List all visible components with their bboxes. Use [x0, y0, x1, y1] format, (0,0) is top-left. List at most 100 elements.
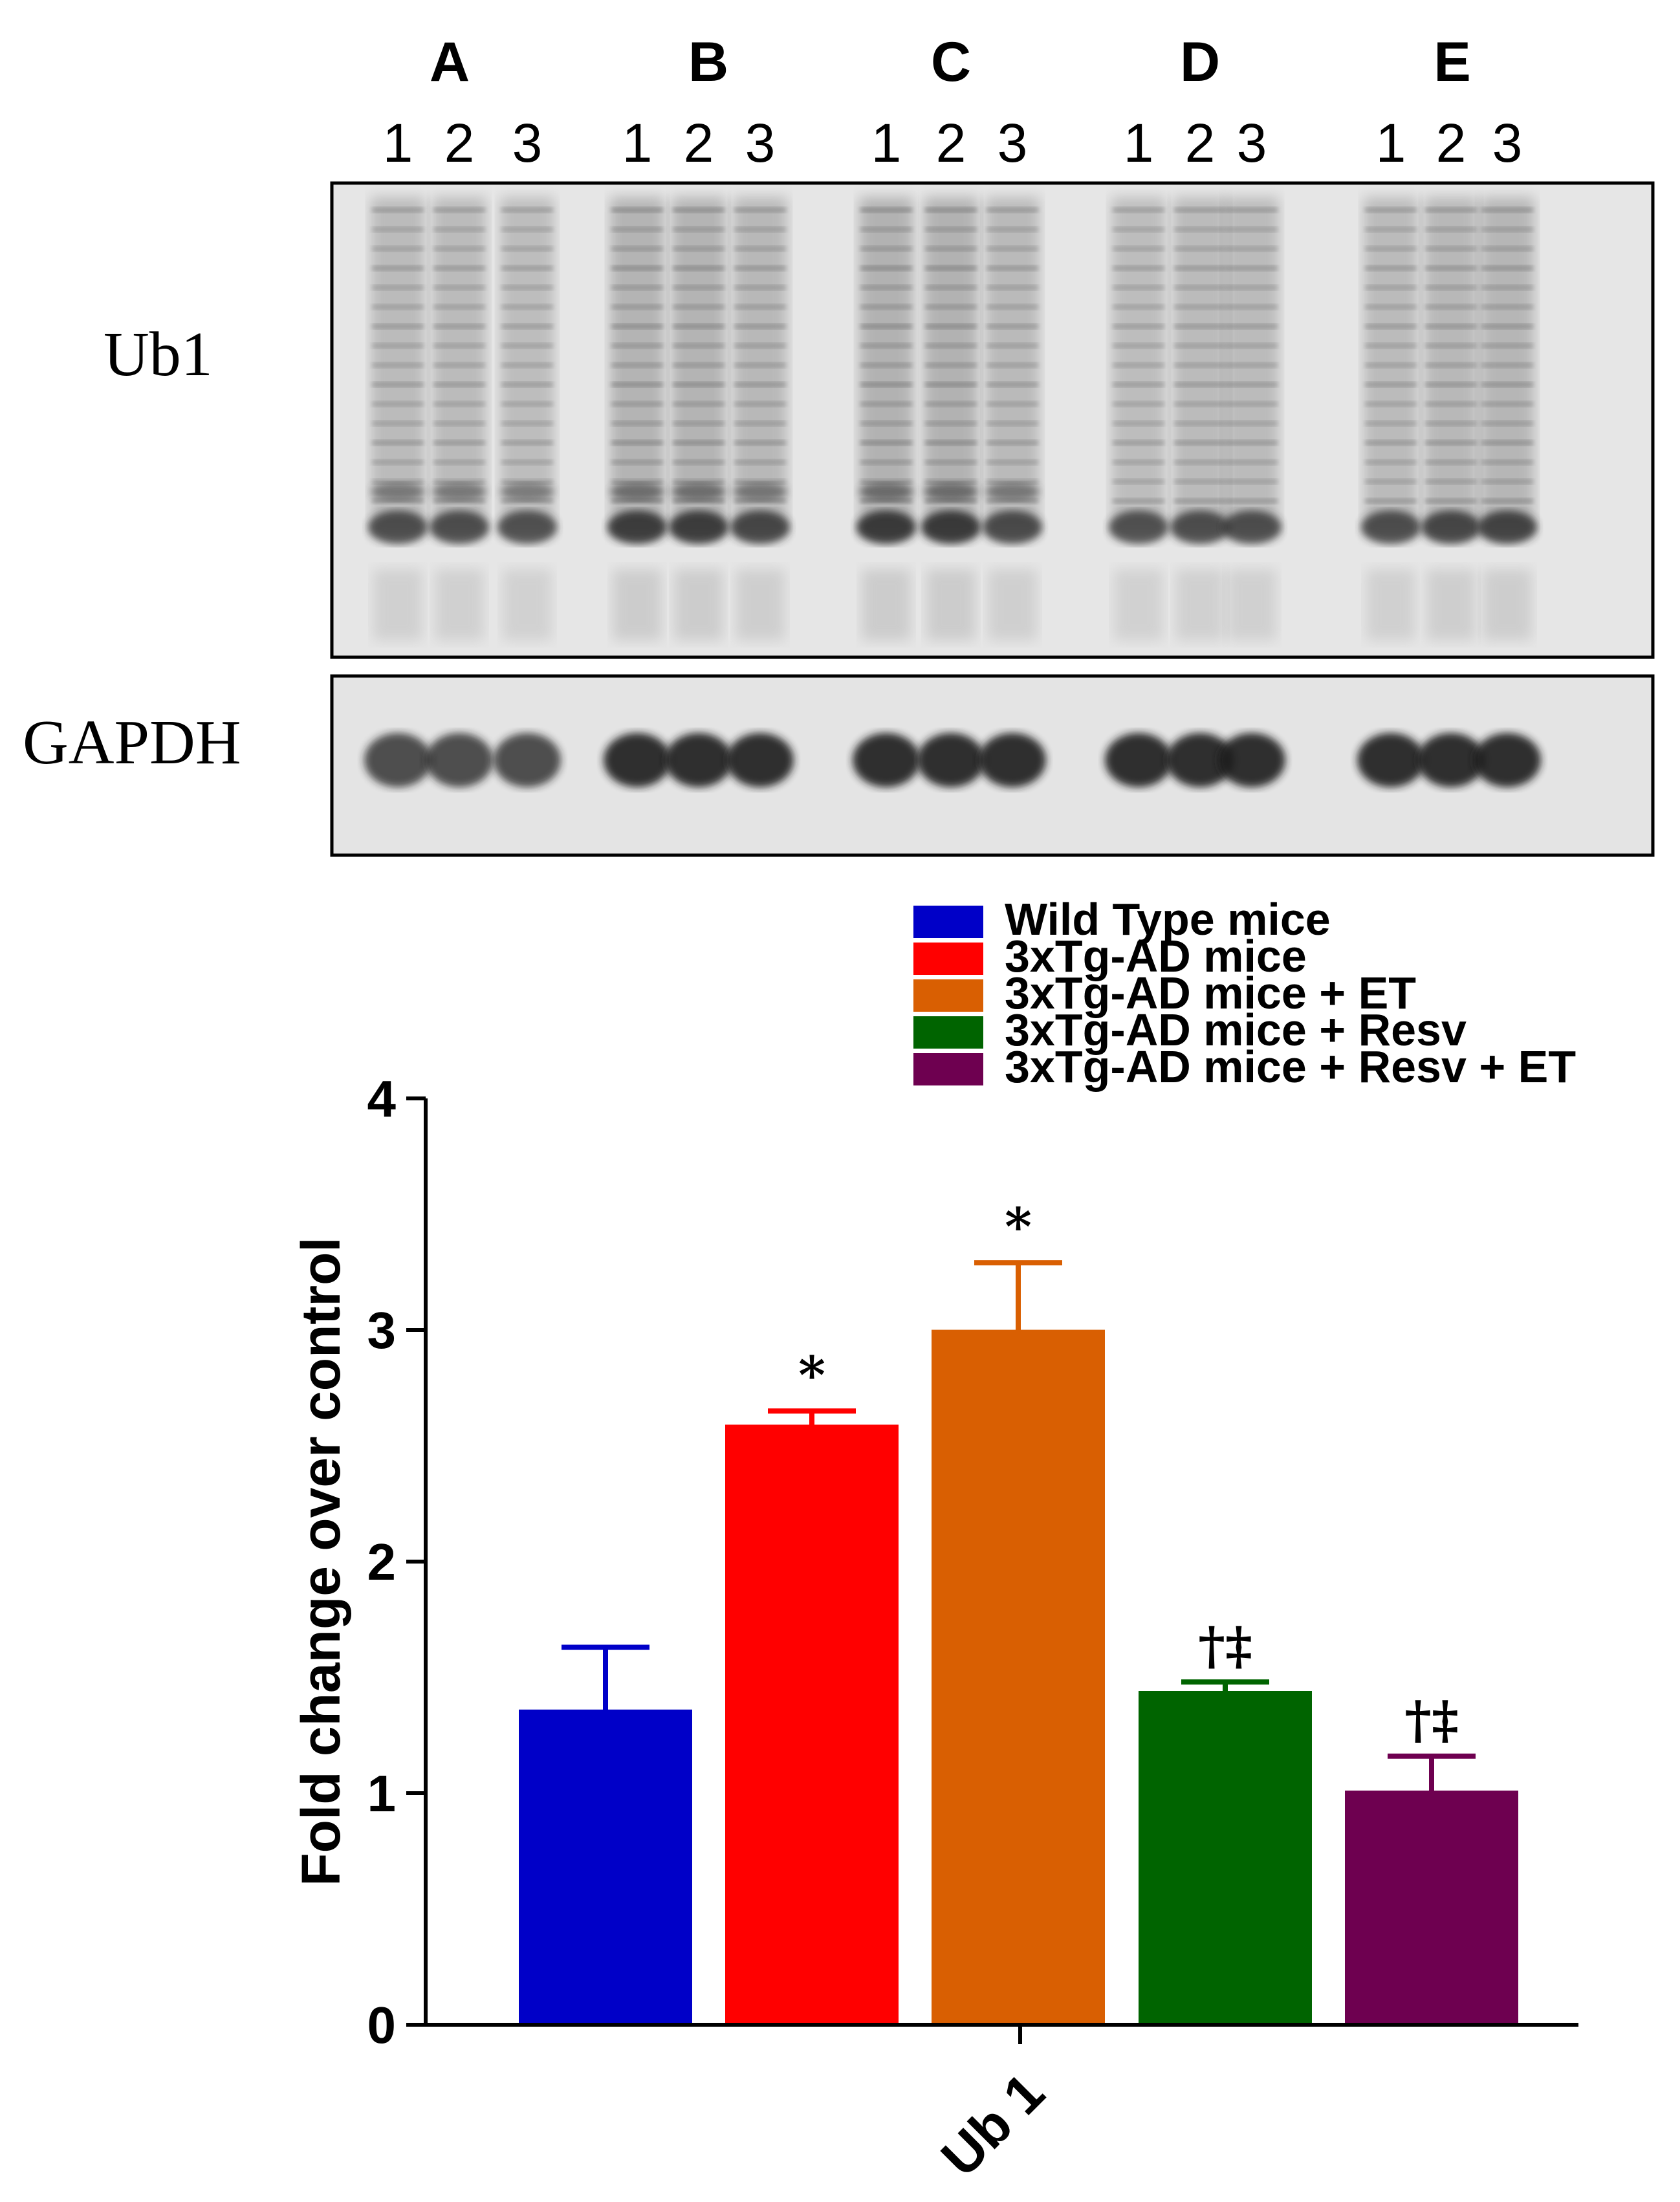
y-tick-label: 3 — [367, 1302, 397, 1359]
lane-number: 2 — [684, 113, 714, 173]
bars — [519, 1332, 1518, 2025]
legend-item: 3xTg-AD mice + Resv + ET — [913, 1041, 1576, 1092]
ub1-lanes — [368, 197, 1537, 640]
blot-headers: A1 2 3B1 2 3C1 2 3D1 2 3E1 2 3 — [383, 31, 1523, 173]
ub1-lane — [1361, 197, 1421, 640]
legend-item: 3xTg-AD mice + ET — [913, 968, 1416, 1018]
legend-swatch — [913, 979, 983, 1012]
group-label: C — [931, 31, 971, 93]
gapdh-lane — [1166, 733, 1234, 787]
gapdh-lane — [604, 733, 671, 787]
lane-number: 1 — [1124, 113, 1154, 173]
group-label: A — [430, 31, 470, 93]
ub1-lane — [1170, 197, 1230, 640]
y-axis-title: Fold change over control — [290, 1237, 351, 1886]
gapdh-lane — [979, 733, 1046, 787]
legend-item: 3xTg-AD mice + Resv — [913, 1005, 1467, 1055]
bar-2 — [725, 1427, 899, 2025]
legend-swatch — [913, 906, 983, 938]
error-bar-4 — [1139, 1679, 1312, 1697]
bar-4 — [1139, 1694, 1312, 2025]
legend-label: 3xTg-AD mice + Resv + ET — [1005, 1041, 1576, 1092]
y-tick-label: 4 — [367, 1070, 397, 1128]
gapdh-lane — [1357, 733, 1424, 787]
lane-number: 3 — [1237, 113, 1267, 173]
gapdh-lane — [665, 733, 732, 787]
legend-label: 3xTg-AD mice + ET — [1005, 968, 1416, 1018]
y-ticks: 0 1 2 3 4 — [367, 1070, 426, 2054]
blot-label-gapdh: GAPDH — [23, 708, 241, 778]
lane-number: 1 — [871, 113, 902, 173]
ub1-lane — [1109, 197, 1168, 640]
gapdh-lane — [1218, 733, 1285, 787]
gapdh-lane — [426, 733, 493, 787]
ub1-lane — [1478, 197, 1537, 640]
ub1-lane — [1421, 197, 1481, 640]
group-label: E — [1434, 31, 1470, 93]
legend-item: Wild Type mice — [913, 894, 1331, 944]
gapdh-lane — [917, 733, 985, 787]
error-bar-3 — [932, 1260, 1105, 1335]
bar-5 — [1345, 1793, 1518, 2025]
lane-number: 1 — [1376, 113, 1406, 173]
lane-number: 2 — [1436, 113, 1467, 173]
gapdh-lane — [494, 733, 561, 787]
bar-3 — [932, 1332, 1105, 2025]
lane-number: 2 — [444, 113, 475, 173]
y-tick-label: 1 — [367, 1765, 397, 1822]
gapdh-lane — [1474, 733, 1541, 787]
group-label: D — [1180, 31, 1220, 93]
legend-item: 3xTg-AD mice — [913, 931, 1307, 981]
lane-number: 2 — [936, 113, 966, 173]
blot-label-ub1: Ub1 — [104, 320, 213, 389]
ub1-lane — [368, 197, 428, 640]
gapdh-lane — [364, 733, 431, 787]
ub1-blot-panel — [330, 181, 1655, 659]
gapdh-lane — [853, 733, 920, 787]
y-tick-label: 2 — [367, 1533, 397, 1591]
ub1-lane — [607, 197, 667, 640]
lane-number: 3 — [512, 113, 543, 173]
gapdh-lane — [726, 733, 794, 787]
error-bar-2 — [725, 1408, 899, 1430]
bar-chart: * * †‡ †‡ 0 1 2 3 4 Fold change over control Ub… — [290, 1070, 1578, 2188]
lane-number: 3 — [1492, 113, 1523, 173]
y-tick-label: 0 — [367, 1996, 397, 2054]
gapdh-blot-panel — [330, 674, 1655, 857]
bar-1 — [519, 1712, 692, 2025]
lane-number: 1 — [383, 113, 413, 173]
ub1-lane — [983, 197, 1042, 640]
significance-mark-5: †‡ — [1404, 1690, 1459, 1750]
ub1-lane — [921, 197, 981, 640]
error-bar-1 — [519, 1644, 692, 1715]
legend-swatch — [913, 1016, 983, 1049]
gapdh-lane — [1417, 733, 1485, 787]
group-label: B — [688, 31, 728, 93]
significance-mark-3: * — [1005, 1196, 1032, 1257]
legend-label: Wild Type mice — [1005, 894, 1331, 944]
lane-number: 1 — [622, 113, 653, 173]
significance-marks: * * †‡ †‡ — [798, 1196, 1459, 1750]
significance-mark-4: †‡ — [1198, 1615, 1252, 1676]
lane-number: 2 — [1185, 113, 1216, 173]
ub1-lane — [497, 197, 557, 640]
gapdh-lanes — [364, 733, 1541, 787]
lane-number: 3 — [745, 113, 776, 173]
error-bar-5 — [1345, 1753, 1518, 1796]
lane-number: 3 — [998, 113, 1028, 173]
legend-label: 3xTg-AD mice — [1005, 931, 1307, 981]
ub1-lane — [430, 197, 489, 640]
error-bars — [519, 1260, 1518, 1796]
significance-mark-2: * — [798, 1344, 825, 1405]
gapdh-lane — [1105, 733, 1172, 787]
ub1-lane — [669, 197, 728, 640]
legend-label: 3xTg-AD mice + Resv — [1005, 1005, 1467, 1055]
legend-swatch — [913, 943, 983, 975]
ub1-lane — [730, 197, 790, 640]
x-category-label: Ub 1 — [930, 2062, 1056, 2188]
ub1-lane — [856, 197, 916, 640]
ub1-lane — [1222, 197, 1282, 640]
legend-swatch — [913, 1053, 983, 1085]
